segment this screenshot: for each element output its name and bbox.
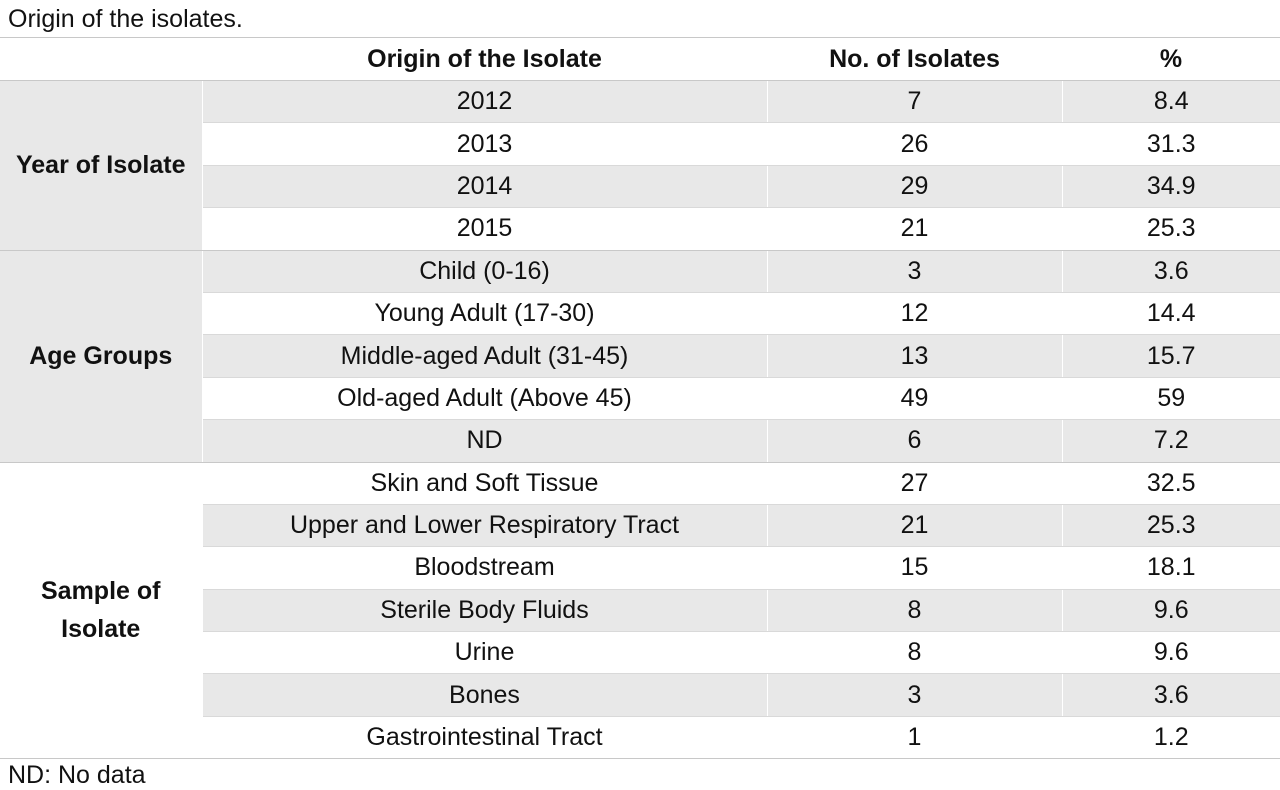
table-row: Sample of Isolate Skin and Soft Tissue 2… — [0, 462, 1280, 760]
count-cell: 15 — [766, 546, 1062, 590]
origin-cell: Upper and Lower Respiratory Tract — [201, 504, 767, 548]
percent-cell: 9.6 — [1061, 631, 1280, 675]
table-row: 2015 21 25.3 — [0, 207, 1280, 251]
percent-cell: 15.7 — [1061, 334, 1280, 378]
count-cell: 3 — [766, 673, 1062, 717]
table-row: 2013 26 31.3 — [0, 122, 1280, 166]
table-row: Age Groups Child (0-16) 3 3.6 — [0, 250, 1280, 463]
percent-cell: 25.3 — [1061, 504, 1280, 548]
percent-cell: 59 — [1061, 377, 1280, 421]
percent-cell: 34.9 — [1061, 165, 1280, 209]
count-cell: 29 — [766, 165, 1062, 209]
group-label-sample: Sample of Isolate — [0, 462, 203, 760]
isolates-table: Origin of the Isolate No. of Isolates % … — [0, 37, 1280, 760]
percent-cell: 7.2 — [1061, 419, 1280, 463]
origin-cell: Urine — [201, 631, 767, 675]
origin-cell: 2013 — [201, 122, 767, 166]
table-row: ND 6 7.2 — [0, 419, 1280, 463]
table-row: Sterile Body Fluids 8 9.6 — [0, 589, 1280, 633]
table-row: Bloodstream 15 18.1 — [0, 546, 1280, 590]
count-cell: 12 — [766, 292, 1062, 336]
section-sample-of-isolate: Sample of Isolate Skin and Soft Tissue 2… — [0, 462, 1280, 760]
origin-cell: Young Adult (17-30) — [201, 292, 767, 336]
header-row: Origin of the Isolate No. of Isolates % — [0, 37, 1280, 81]
count-cell: 8 — [766, 631, 1062, 675]
percent-cell: 1.2 — [1061, 716, 1280, 760]
section-age-groups: Age Groups Child (0-16) 3 3.6 Young Adul… — [0, 250, 1280, 463]
table-row: Middle-aged Adult (31-45) 13 15.7 — [0, 334, 1280, 378]
percent-cell: 25.3 — [1061, 207, 1280, 251]
origin-cell: ND — [201, 419, 767, 463]
count-cell: 21 — [766, 504, 1062, 548]
header-origin: Origin of the Isolate — [202, 37, 767, 81]
count-cell: 6 — [766, 419, 1062, 463]
header-group — [0, 37, 202, 81]
count-cell: 7 — [766, 80, 1062, 124]
count-cell: 13 — [766, 334, 1062, 378]
origin-cell: Skin and Soft Tissue — [201, 462, 767, 505]
table-row: Upper and Lower Respiratory Tract 21 25.… — [0, 504, 1280, 548]
count-cell: 49 — [766, 377, 1062, 421]
header-percent: % — [1062, 37, 1280, 81]
count-cell: 1 — [766, 716, 1062, 760]
percent-cell: 32.5 — [1061, 462, 1280, 505]
table-row: Urine 8 9.6 — [0, 631, 1280, 675]
table-row: Bones 3 3.6 — [0, 673, 1280, 717]
table-row: Old-aged Adult (Above 45) 49 59 — [0, 377, 1280, 421]
origin-cell: Bloodstream — [201, 546, 767, 590]
count-cell: 3 — [766, 250, 1062, 293]
percent-cell: 9.6 — [1061, 589, 1280, 633]
count-cell: 21 — [766, 207, 1062, 251]
origin-cell: 2012 — [201, 80, 767, 124]
group-label-age: Age Groups — [0, 250, 203, 463]
origin-cell: Child (0-16) — [201, 250, 767, 293]
percent-cell: 3.6 — [1061, 673, 1280, 717]
origin-cell: Middle-aged Adult (31-45) — [201, 334, 767, 378]
percent-cell: 18.1 — [1061, 546, 1280, 590]
origin-cell: 2014 — [201, 165, 767, 209]
table-row: Young Adult (17-30) 12 14.4 — [0, 292, 1280, 336]
origin-cell: Sterile Body Fluids — [201, 589, 767, 633]
count-cell: 8 — [766, 589, 1062, 633]
table-caption: Origin of the isolates. — [8, 5, 243, 33]
percent-cell: 31.3 — [1061, 122, 1280, 166]
table-footnote: ND: No data — [8, 761, 146, 789]
count-cell: 26 — [766, 122, 1062, 166]
origin-cell: Gastrointestinal Tract — [201, 716, 767, 760]
percent-cell: 3.6 — [1061, 250, 1280, 293]
percent-cell: 14.4 — [1061, 292, 1280, 336]
table-row: Year of Isolate 2012 7 8.4 — [0, 80, 1280, 251]
origin-cell: Bones — [201, 673, 767, 717]
section-year-of-isolate: Year of Isolate 2012 7 8.4 2013 26 31.3 … — [0, 80, 1280, 251]
table-row: 2014 29 34.9 — [0, 165, 1280, 209]
origin-cell: Old-aged Adult (Above 45) — [201, 377, 767, 421]
table-row: Gastrointestinal Tract 1 1.2 — [0, 716, 1280, 760]
group-label-year: Year of Isolate — [0, 80, 203, 251]
percent-cell: 8.4 — [1061, 80, 1280, 124]
origin-cell: 2015 — [201, 207, 767, 251]
header-count: No. of Isolates — [767, 37, 1062, 81]
count-cell: 27 — [766, 462, 1062, 505]
